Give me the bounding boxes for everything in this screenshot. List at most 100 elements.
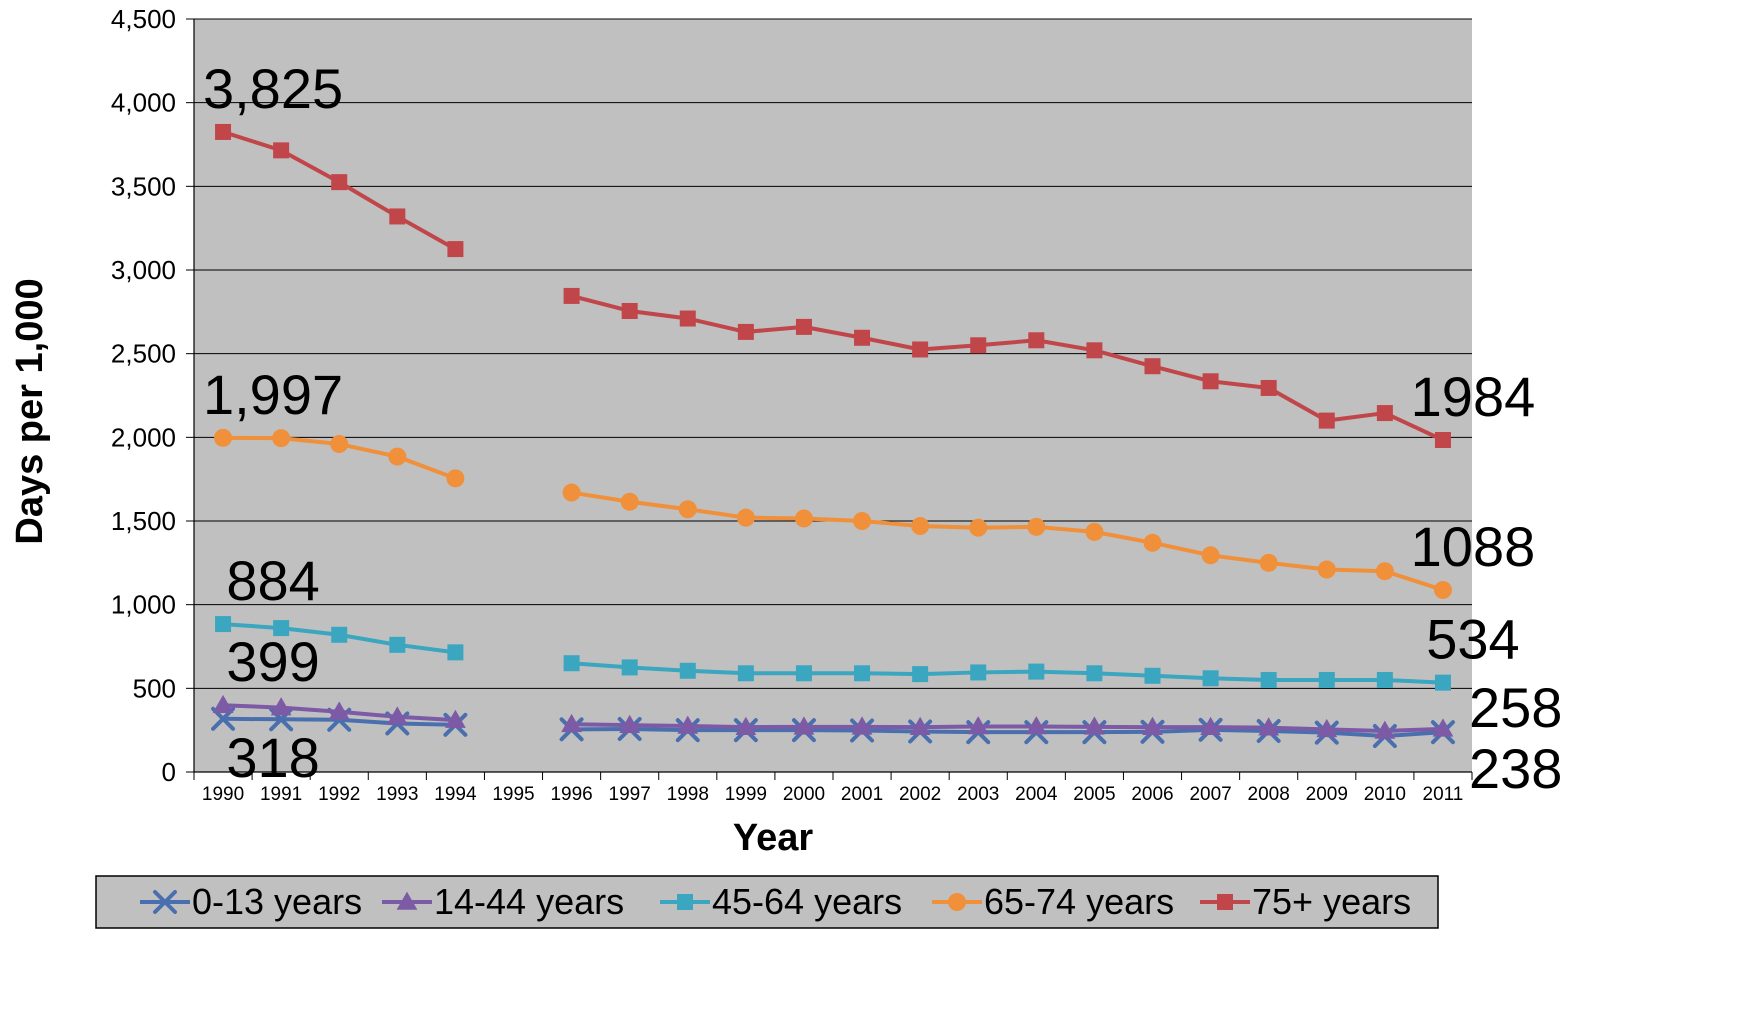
data-point [678, 500, 697, 519]
data-point [851, 716, 873, 735]
x-tick-label: 1999 [725, 784, 767, 805]
data-point [562, 483, 581, 502]
x-tick-label: 1992 [318, 784, 360, 805]
y-tick-label: 2,000 [111, 422, 176, 452]
data-point [1086, 665, 1103, 682]
y-axis-ticks: 0 500 1,000 1,500 2,000 2,500 3,000 3,500 4,000 4… [111, 4, 194, 787]
data-point [736, 508, 755, 527]
data-point [735, 716, 757, 735]
series-14-44-years [212, 694, 1454, 739]
data-point [389, 636, 406, 653]
data-point [273, 142, 290, 159]
data-point [1201, 546, 1220, 565]
y-tick-label: 1,000 [111, 590, 176, 620]
data-point [1144, 667, 1161, 684]
data-point [679, 310, 696, 327]
x-tick-label: 2003 [957, 784, 999, 805]
legend-label: 0-13 years [192, 881, 362, 922]
data-point [1202, 670, 1219, 687]
legend-item: 14-44 years [382, 881, 624, 922]
data-label: 3,825 [203, 57, 343, 120]
data-point [853, 512, 872, 530]
y-tick-label: 2,500 [111, 339, 176, 369]
data-point [1376, 671, 1393, 688]
data-point [969, 518, 988, 537]
data-point [621, 659, 638, 676]
data-point [1084, 716, 1105, 735]
legend-label: 14-44 years [434, 881, 624, 922]
legend-item: 45-64 years [660, 881, 902, 922]
legend-label: 65-74 years [984, 881, 1174, 922]
data-point [795, 318, 812, 335]
data-point [970, 664, 987, 681]
data-label: 1088 [1411, 515, 1536, 578]
x-tick-label: 1994 [434, 784, 477, 805]
x-axis-ticks: 1990 1991 1992 1993 1994 1995 1996 1997 1998 1999… [193, 772, 1473, 805]
data-point [273, 620, 290, 637]
x-tick-label: 2002 [899, 784, 941, 805]
data-label: 258 [1469, 676, 1562, 739]
data-point [272, 429, 291, 448]
x-tick-label: 2010 [1364, 784, 1406, 805]
y-tick-label: 4,500 [111, 4, 176, 34]
y-tick-label: 3,500 [111, 171, 176, 201]
data-point [795, 665, 812, 682]
data-point [967, 716, 989, 735]
series-75-years [215, 123, 1451, 449]
series-line [571, 294, 1444, 442]
data-point [331, 626, 348, 643]
data-point [1434, 432, 1451, 449]
data-point [389, 208, 406, 225]
series-line [571, 661, 1444, 685]
data-point [794, 509, 813, 528]
data-point [911, 517, 930, 536]
series-line [571, 722, 1444, 734]
data-point [1258, 717, 1280, 736]
data-point [1316, 718, 1338, 738]
data-point [854, 665, 871, 682]
data-point [1028, 332, 1045, 349]
x-tick-label: 2008 [1248, 784, 1290, 805]
data-point [912, 666, 929, 683]
legend-marker [948, 893, 966, 911]
data-point [1432, 718, 1454, 737]
data-point [912, 341, 929, 358]
x-tick-label: 1990 [202, 784, 244, 805]
y-tick-label: 500 [133, 673, 176, 703]
legend-marker [677, 894, 693, 910]
x-tick-label: 1995 [492, 784, 534, 805]
y-tick-label: 3,000 [111, 255, 176, 285]
data-point [1202, 373, 1219, 390]
data-label: 399 [226, 630, 319, 693]
x-tick-label: 2001 [841, 784, 883, 805]
y-tick-label: 4,000 [111, 88, 176, 118]
x-tick-label: 2000 [783, 784, 825, 805]
data-label: 534 [1426, 608, 1519, 671]
data-point [214, 428, 233, 447]
series-45-64-years [215, 616, 1451, 691]
data-point [388, 447, 407, 466]
x-tick-label: 2007 [1189, 784, 1231, 805]
data-point [1260, 379, 1277, 396]
data-point [386, 706, 408, 725]
data-point [1259, 553, 1278, 572]
data-point [328, 701, 350, 720]
legend-item: 65-74 years [932, 881, 1174, 922]
data-point [970, 337, 987, 354]
y-tick-label: 0 [162, 757, 176, 787]
data-point [1317, 560, 1336, 579]
data-point [620, 492, 639, 511]
data-label: 1984 [1411, 365, 1536, 428]
data-label: 1,997 [203, 363, 343, 426]
data-point [563, 287, 580, 304]
x-tick-label: 2009 [1306, 784, 1348, 805]
data-point [270, 697, 292, 716]
legend: 0-13 years 14-44 years 45-64 years 65-74 ye… [95, 875, 1439, 929]
legend-item: 0-13 years [140, 881, 362, 922]
x-tick-label: 2004 [1015, 784, 1058, 805]
data-point [1028, 663, 1045, 680]
data-point [1025, 716, 1047, 735]
data-point [793, 716, 815, 735]
data-point [563, 655, 580, 672]
